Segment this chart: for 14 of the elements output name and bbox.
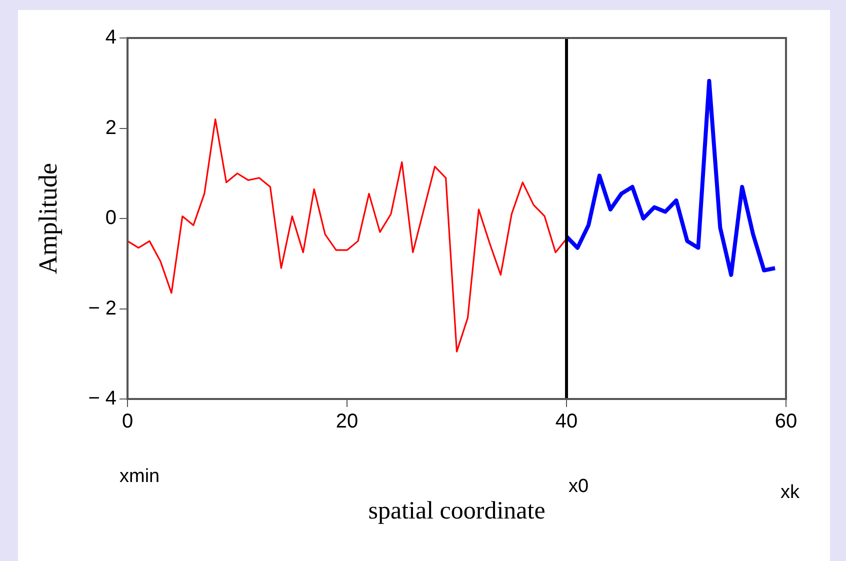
y-tick-label: − 2 [88, 297, 117, 320]
x-tick-label: 40 [555, 410, 578, 433]
ref-line-label: x0 [568, 476, 589, 498]
text: xmin [119, 466, 160, 488]
y-tick-label: 4 [105, 26, 117, 49]
x-axis-title: spatial coordinate [368, 498, 546, 525]
y-axis-title: Amplitude [33, 162, 62, 274]
text: xk [780, 482, 800, 504]
x-tick-label: 20 [336, 410, 358, 433]
y-tick-label: − 4 [88, 388, 117, 410]
x-tick-label: 60 [774, 410, 798, 433]
y-tick-label: 0 [105, 207, 117, 230]
x-tick-label: 0 [122, 410, 134, 433]
y-tick-label: 2 [105, 116, 117, 139]
